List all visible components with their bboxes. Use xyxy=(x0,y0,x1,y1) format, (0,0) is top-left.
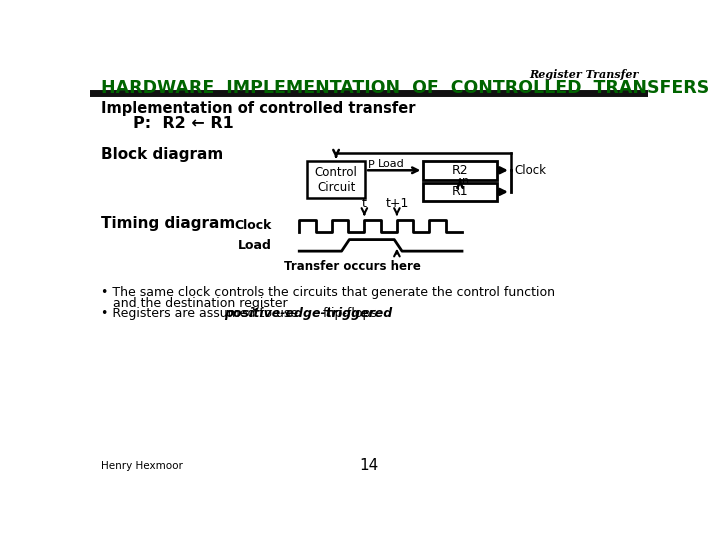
Bar xyxy=(307,161,365,198)
Text: t: t xyxy=(362,197,366,210)
Text: flip-flops: flip-flops xyxy=(319,307,377,320)
Bar xyxy=(423,161,497,179)
Text: R2: R2 xyxy=(451,164,469,177)
Text: P: P xyxy=(367,159,374,170)
Text: n: n xyxy=(462,176,469,186)
Text: Timing diagram: Timing diagram xyxy=(101,215,235,231)
Text: R1: R1 xyxy=(451,185,469,198)
Text: Henry Hexmoor: Henry Hexmoor xyxy=(101,461,183,471)
Text: HARDWARE  IMPLEMENTATION  OF  CONTROLLED  TRANSFERS: HARDWARE IMPLEMENTATION OF CONTROLLED TR… xyxy=(101,79,709,97)
Text: positive-edge-triggered: positive-edge-triggered xyxy=(225,307,393,320)
Text: Load: Load xyxy=(377,159,404,168)
Text: 14: 14 xyxy=(359,458,379,473)
Text: Transfer occurs here: Transfer occurs here xyxy=(284,260,420,273)
Bar xyxy=(423,183,497,201)
Text: Clock: Clock xyxy=(514,164,546,177)
Text: Control
Circuit: Control Circuit xyxy=(315,166,358,193)
Text: Implementation of controlled transfer: Implementation of controlled transfer xyxy=(101,101,415,116)
Text: t+1: t+1 xyxy=(385,197,408,210)
Text: Block diagram: Block diagram xyxy=(101,147,223,162)
Text: Clock: Clock xyxy=(235,219,272,232)
Text: • Registers are assumed to use: • Registers are assumed to use xyxy=(101,307,302,320)
Text: • The same clock controls the circuits that generate the control function: • The same clock controls the circuits t… xyxy=(101,286,555,299)
Text: P:  R2 ← R1: P: R2 ← R1 xyxy=(132,116,233,131)
Text: Register Transfer: Register Transfer xyxy=(529,69,639,80)
Text: Load: Load xyxy=(238,239,272,252)
Text: and the destination register: and the destination register xyxy=(101,296,287,309)
